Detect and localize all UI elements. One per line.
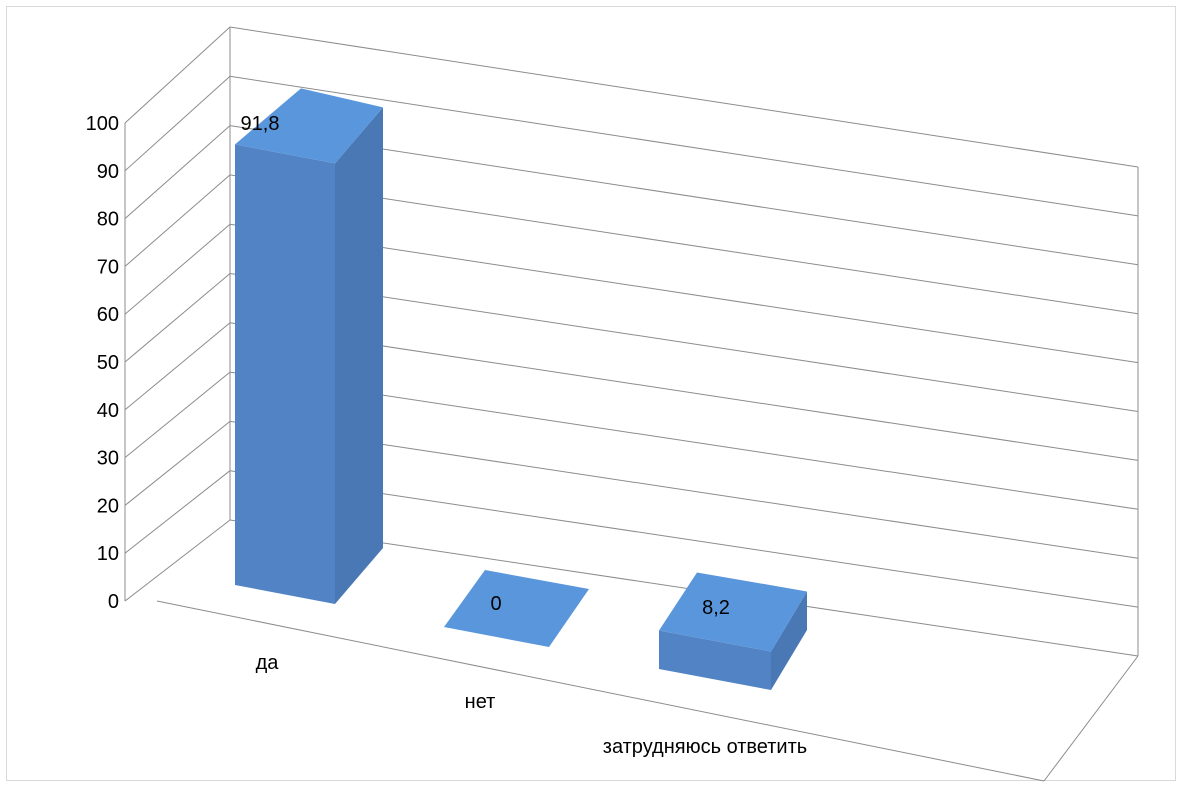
floor-right-edge [1043,655,1139,782]
gridline-side-30 [124,371,231,458]
y-tick-label: 20 [97,495,119,517]
gridline-side-90 [124,75,231,172]
y-tick-label: 60 [97,304,119,326]
x-tick-label: затрудняюсь ответить [603,736,807,758]
data-label: 0 [490,593,501,615]
bar-side-2 [771,591,807,690]
floor-front-edge [156,600,1045,782]
data-label: 8,2 [702,597,730,619]
y-tick-label: 80 [97,209,119,231]
bar-front-0 [235,144,335,605]
y-tick-label: 90 [97,161,119,183]
y-tick-label: 30 [97,448,119,470]
data-label: 91,8 [241,113,280,135]
y-tick-label: 50 [97,352,119,374]
gridline-side-10 [124,470,231,554]
chart-area: 0 10 20 30 40 50 60 70 80 90 100 91,8 да 0 нет 8,2 затру… [6,6,1176,782]
bar-chart-3d: 0 10 20 30 40 50 60 70 80 90 100 91,8 да 0 нет 8,2 затру… [86,26,1139,782]
y-tick-label: 70 [97,256,119,278]
x-tick-label: нет [465,691,496,713]
gridline-side-100 [124,26,231,124]
bar-top-1 [444,570,589,647]
bar-top-2 [659,572,807,652]
x-tick-label: да [256,652,280,674]
y-tick-label: 0 [108,591,119,613]
y-tick-label: 100 [86,113,119,135]
y-tick-label: 10 [97,543,119,565]
gridline-side-0 [124,519,231,602]
gridline-side-50 [124,273,231,363]
bar-top-0 [235,88,383,164]
gridline-side-20 [124,421,231,506]
y-tick-label: 40 [97,400,119,422]
gridline-side-70 [124,174,231,267]
gridline-side-40 [124,322,231,411]
gridline-back-100 [229,26,1139,168]
gridline-side-60 [124,223,231,315]
bar-side-0 [335,107,383,605]
gridline-side-80 [124,125,231,219]
gridline-back-90 [229,75,1139,217]
bar-front-2 [659,630,771,690]
